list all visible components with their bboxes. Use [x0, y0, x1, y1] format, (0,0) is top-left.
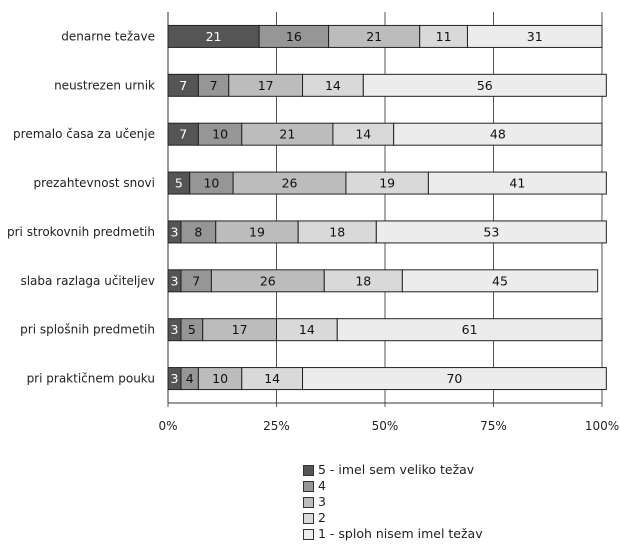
x-tick-label: 0%: [158, 419, 177, 433]
data-label: 10: [212, 371, 228, 386]
data-label: 14: [355, 127, 371, 142]
legend-label-5: 5 - imel sem veliko težav: [318, 462, 475, 477]
data-label: 14: [299, 322, 315, 337]
legend-label-3: 3: [318, 494, 326, 509]
legend: 5 - imel sem veliko težav 4 3 2 1 - splo…: [303, 462, 483, 542]
legend-swatch-4: [303, 480, 314, 492]
legend-swatch-2: [303, 512, 314, 524]
bar-segment: [336, 318, 603, 342]
data-label: 7: [179, 127, 187, 142]
data-label: 19: [379, 176, 395, 191]
x-tick-label: 100%: [585, 419, 619, 433]
data-label: 16: [286, 29, 302, 44]
data-label: 21: [366, 29, 382, 44]
legend-swatch-3: [303, 496, 314, 508]
legend-label-4: 4: [318, 478, 326, 493]
category-label: prezahtevnost snovi: [34, 176, 155, 190]
data-label: 14: [264, 371, 280, 386]
category-label: pri praktičnem pouku: [27, 372, 155, 386]
legend-label-2: 2: [318, 510, 326, 525]
category-label: premalo časa za učenje: [13, 127, 155, 141]
data-label: 10: [203, 176, 219, 191]
bar-segment: [401, 269, 599, 293]
data-label: 11: [436, 29, 452, 44]
data-label: 3: [171, 371, 179, 386]
bar-segment: [427, 171, 607, 195]
legend-item: 2: [303, 510, 483, 526]
legend-item: 1 - sploh nisem imel težav: [303, 526, 483, 542]
stacked-bar-chart: 0% 25% 50% 75% 100% denarne težave 21 16 21 11 31 n…: [7, 12, 619, 433]
data-label: 18: [329, 224, 345, 239]
data-label: 3: [171, 273, 179, 288]
data-label: 19: [249, 224, 265, 239]
data-label: 7: [210, 78, 218, 93]
data-label: 61: [462, 322, 478, 337]
data-label: 70: [446, 371, 462, 386]
bar-segment: [362, 73, 607, 97]
data-label: 7: [192, 273, 200, 288]
category-label: slaba razlaga učiteljev: [20, 274, 155, 288]
data-label: 3: [171, 322, 179, 337]
data-label: 21: [206, 29, 222, 44]
legend-swatch-1: [303, 528, 314, 540]
legend-swatch-5: [303, 464, 314, 476]
data-label: 7: [179, 78, 187, 93]
legend-item: 3: [303, 494, 483, 510]
bar-segment: [375, 220, 607, 244]
x-tick-label: 25%: [263, 419, 290, 433]
data-label: 18: [355, 273, 371, 288]
data-label: 10: [212, 127, 228, 142]
data-label: 31: [527, 29, 543, 44]
data-label: 5: [188, 322, 196, 337]
data-label: 14: [325, 78, 341, 93]
category-label: denarne težave: [61, 29, 155, 43]
data-label: 26: [260, 273, 276, 288]
legend-label-1: 1 - sploh nisem imel težav: [318, 526, 483, 541]
data-label: 26: [282, 176, 298, 191]
x-tick-label: 50%: [372, 419, 399, 433]
data-label: 45: [492, 273, 508, 288]
data-label: 3: [171, 224, 179, 239]
data-label: 41: [509, 176, 525, 191]
legend-item: 4: [303, 478, 483, 494]
category-label: pri strokovnih predmetih: [7, 225, 155, 239]
data-label: 17: [232, 322, 248, 337]
data-label: 53: [483, 224, 499, 239]
bar-segment: [466, 24, 603, 48]
category-label: neustrezen urnik: [54, 78, 155, 92]
x-tick-label: 75%: [480, 419, 507, 433]
bar-segment: [393, 122, 603, 146]
data-label: 5: [175, 176, 183, 191]
data-label: 21: [279, 127, 295, 142]
data-label: 8: [194, 224, 202, 239]
data-label: 17: [258, 78, 274, 93]
data-label: 56: [477, 78, 493, 93]
category-label: pri splošnih predmetih: [20, 323, 155, 337]
data-label: 4: [186, 371, 194, 386]
data-label: 48: [490, 127, 506, 142]
legend-item: 5 - imel sem veliko težav: [303, 462, 483, 478]
bar-segment: [302, 367, 607, 391]
